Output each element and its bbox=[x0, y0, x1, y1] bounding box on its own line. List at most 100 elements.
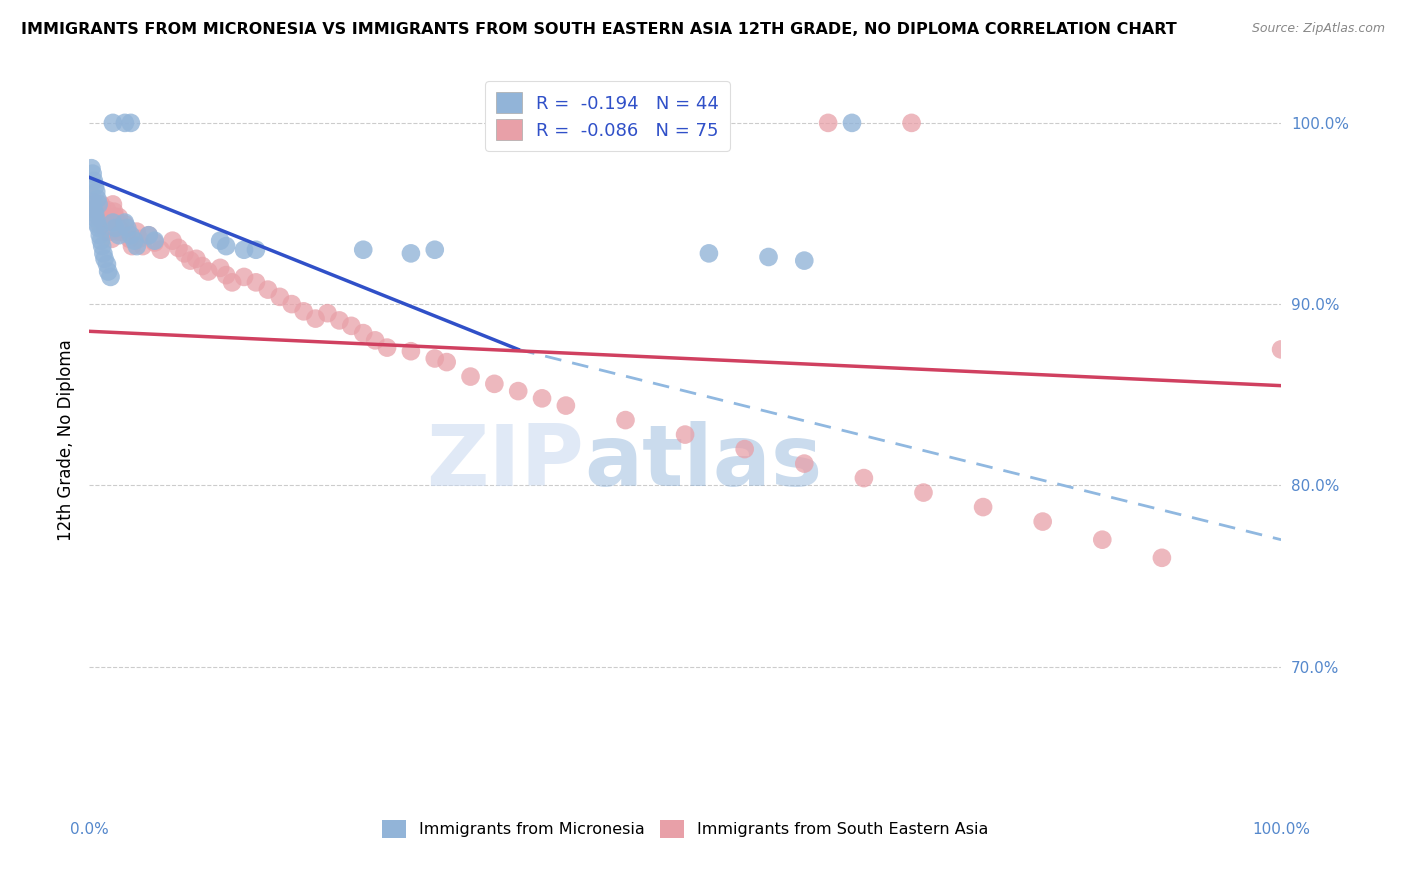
Point bbox=[83, 174, 105, 188]
Point bbox=[128, 232, 150, 246]
Point bbox=[84, 185, 107, 199]
Point bbox=[91, 239, 114, 253]
Point bbox=[125, 225, 148, 239]
Point bbox=[554, 399, 576, 413]
Point bbox=[103, 204, 125, 219]
Point bbox=[269, 290, 291, 304]
Point bbox=[793, 457, 815, 471]
Point bbox=[304, 311, 326, 326]
Point bbox=[114, 216, 136, 230]
Point bbox=[90, 197, 112, 211]
Point bbox=[316, 306, 339, 320]
Point bbox=[115, 221, 138, 235]
Point bbox=[100, 269, 122, 284]
Text: Source: ZipAtlas.com: Source: ZipAtlas.com bbox=[1251, 22, 1385, 36]
Point bbox=[1270, 343, 1292, 357]
Point bbox=[108, 210, 131, 224]
Point bbox=[104, 210, 127, 224]
Point bbox=[108, 228, 131, 243]
Point bbox=[87, 197, 110, 211]
Point bbox=[149, 243, 172, 257]
Point bbox=[423, 243, 446, 257]
Point bbox=[87, 221, 110, 235]
Point bbox=[83, 202, 105, 217]
Point bbox=[215, 268, 238, 282]
Point bbox=[86, 218, 108, 232]
Point bbox=[80, 161, 103, 176]
Point bbox=[83, 195, 105, 210]
Point bbox=[352, 326, 374, 340]
Point bbox=[186, 252, 208, 266]
Point bbox=[124, 234, 146, 248]
Point bbox=[912, 485, 935, 500]
Point bbox=[118, 232, 141, 246]
Point bbox=[114, 218, 136, 232]
Point bbox=[90, 234, 112, 248]
Point bbox=[423, 351, 446, 366]
Point bbox=[280, 297, 302, 311]
Point bbox=[900, 116, 922, 130]
Point bbox=[209, 234, 232, 248]
Point bbox=[758, 250, 780, 264]
Point bbox=[179, 253, 201, 268]
Point bbox=[399, 344, 422, 359]
Point bbox=[436, 355, 458, 369]
Point bbox=[460, 369, 482, 384]
Point bbox=[233, 243, 256, 257]
Point bbox=[197, 264, 219, 278]
Legend: Immigrants from Micronesia, Immigrants from South Eastern Asia: Immigrants from Micronesia, Immigrants f… bbox=[375, 814, 995, 845]
Point bbox=[101, 116, 124, 130]
Point bbox=[697, 246, 720, 260]
Point bbox=[399, 246, 422, 260]
Text: atlas: atlas bbox=[583, 421, 823, 504]
Text: ZIP: ZIP bbox=[426, 421, 583, 504]
Point bbox=[111, 225, 134, 239]
Point bbox=[115, 225, 138, 239]
Point bbox=[1091, 533, 1114, 547]
Point bbox=[108, 218, 131, 232]
Point bbox=[817, 116, 839, 130]
Point bbox=[972, 500, 994, 514]
Point bbox=[143, 235, 166, 250]
Point bbox=[84, 179, 107, 194]
Point bbox=[82, 167, 104, 181]
Point bbox=[96, 202, 118, 217]
Point bbox=[98, 218, 121, 232]
Point bbox=[841, 116, 863, 130]
Point bbox=[138, 228, 160, 243]
Point bbox=[96, 257, 118, 271]
Point bbox=[114, 116, 136, 130]
Point bbox=[508, 384, 530, 398]
Point bbox=[93, 218, 115, 232]
Point bbox=[793, 253, 815, 268]
Point bbox=[89, 228, 111, 243]
Point bbox=[93, 252, 115, 266]
Point bbox=[143, 234, 166, 248]
Point bbox=[120, 116, 142, 130]
Point bbox=[245, 276, 267, 290]
Point bbox=[84, 206, 107, 220]
Point bbox=[101, 197, 124, 211]
Point bbox=[104, 221, 127, 235]
Point bbox=[167, 241, 190, 255]
Point bbox=[191, 259, 214, 273]
Point bbox=[101, 216, 124, 230]
Point bbox=[80, 188, 103, 202]
Point bbox=[673, 427, 696, 442]
Point bbox=[245, 243, 267, 257]
Point bbox=[375, 341, 398, 355]
Point bbox=[1032, 515, 1054, 529]
Point bbox=[105, 218, 128, 232]
Text: IMMIGRANTS FROM MICRONESIA VS IMMIGRANTS FROM SOUTH EASTERN ASIA 12TH GRADE, NO : IMMIGRANTS FROM MICRONESIA VS IMMIGRANTS… bbox=[21, 22, 1177, 37]
Point bbox=[209, 260, 232, 275]
Point bbox=[162, 234, 184, 248]
Point bbox=[84, 202, 107, 217]
Point bbox=[120, 228, 142, 243]
Point bbox=[107, 225, 129, 239]
Point bbox=[97, 264, 120, 278]
Point bbox=[292, 304, 315, 318]
Point bbox=[215, 239, 238, 253]
Point bbox=[614, 413, 637, 427]
Point bbox=[82, 197, 104, 211]
Point bbox=[221, 276, 243, 290]
